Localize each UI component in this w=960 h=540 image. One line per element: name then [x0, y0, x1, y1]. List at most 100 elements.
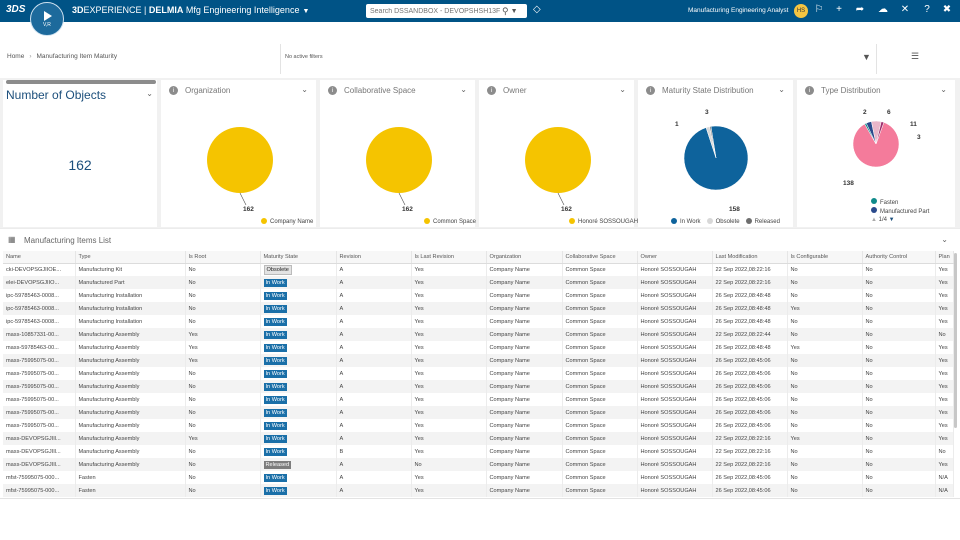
column-header[interactable]: Last Modification [712, 251, 788, 264]
table-row[interactable]: ipc-59785463-0008... Manufacturing Instal… [3, 289, 954, 302]
legend-item[interactable]: Fasten [871, 198, 929, 207]
table-row[interactable]: mass-10857331-00... Manufacturing Assembl… [3, 328, 954, 341]
column-header[interactable]: Organization [486, 251, 563, 264]
column-header[interactable]: Plan [935, 251, 954, 264]
tag-icon[interactable]: ◇ [533, 4, 541, 15]
table-row[interactable]: mass-75995075-00... Manufacturing Assembl… [3, 393, 954, 406]
pie-slice-company-name[interactable] [207, 127, 273, 193]
menu-icon[interactable]: ☰ [911, 51, 920, 61]
legend-item[interactable]: Honoré SOSSOUGAH [569, 218, 638, 225]
search-box[interactable]: ⚲ ▼ [366, 4, 527, 18]
add-icon[interactable]: + [836, 4, 842, 15]
table-row[interactable]: mass-DEVOPSGJIIl... Manufacturing Assembl… [3, 432, 954, 445]
search-options-icon[interactable]: ▼ [510, 7, 518, 15]
column-header[interactable]: Revision [336, 251, 412, 264]
breadcrumb-current: Manufacturing Item Maturity [36, 53, 118, 60]
search-input[interactable] [370, 7, 500, 15]
table-row[interactable]: mass-75995075-00... Manufacturing Assembl… [3, 406, 954, 419]
table-cell: A [336, 380, 412, 393]
collaborative-space-tile[interactable]: i Collaborative Space ⌄ 162 Common Space [320, 80, 476, 227]
legend-item[interactable]: Common Space [424, 218, 476, 225]
table-row[interactable]: mfst-75995075-000... Fasten No In Work A Yes C… [3, 484, 954, 497]
table-row[interactable]: mfst-75995075-000... Fasten No In Work A Yes C… [3, 471, 954, 484]
table-cell: 22 Sep 2022,08:22:16 [712, 432, 788, 445]
column-header[interactable]: Is Root [185, 251, 261, 264]
column-header[interactable]: Is Last Revision [411, 251, 487, 264]
status-badge: In Work [263, 395, 287, 404]
table-row[interactable]: ipc-59785463-0008... Manufacturing Instal… [3, 302, 954, 315]
legend-item[interactable]: Manufactured Part [871, 207, 929, 216]
table-cell: No [787, 289, 863, 302]
maturity-state-tile[interactable]: i Maturity State Distribution ⌄ 158 3 1 I… [638, 80, 793, 227]
pie-slice[interactable] [875, 121, 885, 145]
help-icon[interactable]: ? [924, 4, 930, 15]
column-header[interactable]: Owner [637, 251, 713, 264]
network-icon[interactable]: ☁ [878, 4, 888, 15]
table-cell: Honoré SOSSOUGAH [637, 315, 713, 328]
chevron-down-icon[interactable]: ⌄ [146, 89, 153, 98]
table-cell: Yes [185, 354, 261, 367]
status-badge: In Work [263, 369, 287, 378]
pie-slice[interactable] [709, 126, 717, 159]
table-cell: No [862, 367, 936, 380]
column-header[interactable]: Is Configurable [787, 251, 863, 264]
table-row[interactable]: mass-75995075-00... Manufacturing Assembl… [3, 354, 954, 367]
table-row[interactable]: cki-DEVOPSGJIIOE... Manufacturing Kit No Ob… [3, 263, 954, 276]
search-icon[interactable]: ⚲ [502, 5, 509, 16]
organization-tile[interactable]: i Organization ⌄ 162 Company Name [161, 80, 316, 227]
chevron-down-icon[interactable]: ⌄ [619, 85, 626, 94]
table-cell: Common Space [562, 315, 638, 328]
compass-button[interactable]: V,R [30, 2, 64, 36]
number-of-objects-tile[interactable]: Number of Objects ⌄ 162 [3, 80, 157, 227]
settings-icon[interactable]: ✖ [942, 4, 952, 15]
chevron-down-icon[interactable]: ⌄ [940, 85, 947, 94]
column-header[interactable]: Maturity State [260, 251, 337, 264]
next-icon[interactable]: ▼ [888, 217, 895, 223]
table-row[interactable]: mass-DEVOPSGJIIl... Manufacturing Assembl… [3, 458, 954, 471]
legend-item[interactable]: Obsolete [706, 218, 740, 225]
table-cell: ipc-59785463-0008... [3, 302, 76, 315]
owner-tile[interactable]: i Owner ⌄ 162 Honoré SOSSOUGAH [479, 80, 638, 227]
table-cell: Company Name [486, 315, 563, 328]
table-cell: Company Name [486, 276, 563, 289]
chevron-down-icon: ▼ [302, 8, 310, 15]
column-header[interactable]: Authority Control [862, 251, 936, 264]
table-row[interactable]: mass-75995075-00... Manufacturing Assembl… [3, 380, 954, 393]
notification-icon[interactable]: ⚐ [814, 4, 824, 15]
pie-slice[interactable] [852, 122, 900, 168]
chevron-down-icon[interactable]: ⌄ [301, 85, 308, 94]
table-row[interactable]: mass-75995075-00... Manufacturing Assembl… [3, 419, 954, 432]
tools-icon[interactable]: ✕ [900, 4, 910, 15]
legend-item[interactable]: In Work [671, 218, 701, 225]
vertical-scrollbar[interactable] [954, 253, 957, 428]
share-icon[interactable]: ➦ [855, 4, 865, 15]
legend-item[interactable]: Company Name [261, 218, 313, 225]
table-row[interactable]: elei-DEVOPSGJIIO... Manufactured Part No In… [3, 276, 954, 289]
legend-pager[interactable]: ▲ 1/4 ▼ [871, 216, 929, 224]
chevron-down-icon[interactable]: ⌄ [460, 85, 467, 94]
column-header[interactable]: Name [3, 251, 76, 264]
ds-logo: 3DS [6, 4, 26, 15]
table-row[interactable]: ipc-59785463-0008... Manufacturing Instal… [3, 315, 954, 328]
filter-icon[interactable]: ▼ [862, 52, 871, 62]
column-header[interactable]: Collaborative Space [562, 251, 638, 264]
table-row[interactable]: mass-59785463-00... Manufacturing Assembl… [3, 341, 954, 354]
column-header[interactable]: Type [75, 251, 186, 264]
info-icon: i [169, 86, 178, 95]
prev-icon[interactable]: ▲ [871, 217, 877, 223]
table-cell: Yes [411, 445, 487, 458]
breadcrumb-home[interactable]: Home [7, 53, 25, 60]
chevron-down-icon[interactable]: ⌄ [941, 235, 948, 244]
table-cell: Honoré SOSSOUGAH [637, 432, 713, 445]
pie-slice-common-space[interactable] [366, 127, 432, 193]
brand-title[interactable]: 3DEXPERIENCE | DELMIA Mfg Engineering In… [72, 5, 309, 15]
table-row[interactable]: mass-DEVOPSGJIIl... Manufacturing Assembl… [3, 445, 954, 458]
legend-label: Company Name [270, 219, 314, 225]
legend-item[interactable]: Released [745, 218, 780, 225]
table-row[interactable]: mass-75995075-00... Manufacturing Assembl… [3, 367, 954, 380]
avatar[interactable]: HS [794, 4, 808, 18]
type-distribution-tile[interactable]: i Type Distribution ⌄ 138 2 6 11 3 Fasten… [797, 80, 955, 227]
table-cell: In Work [260, 315, 337, 328]
pie-slice-owner[interactable] [525, 127, 591, 193]
chevron-down-icon[interactable]: ⌄ [778, 85, 785, 94]
